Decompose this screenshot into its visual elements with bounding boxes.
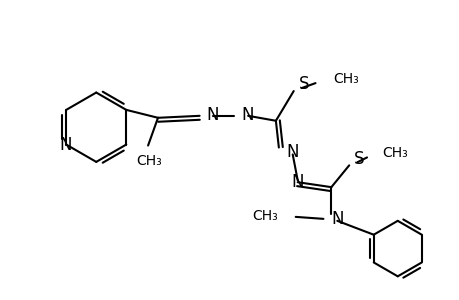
Text: N: N [286,143,299,161]
Text: N: N [291,173,303,191]
Text: N: N [206,106,218,124]
Text: CH₃: CH₃ [333,72,358,86]
Text: N: N [330,210,343,228]
Text: CH₃: CH₃ [136,154,162,169]
Text: CH₃: CH₃ [381,146,407,161]
Text: S: S [353,150,364,168]
Text: N: N [59,136,71,154]
Text: N: N [241,106,253,124]
Text: S: S [298,75,308,93]
Text: CH₃: CH₃ [252,209,277,223]
